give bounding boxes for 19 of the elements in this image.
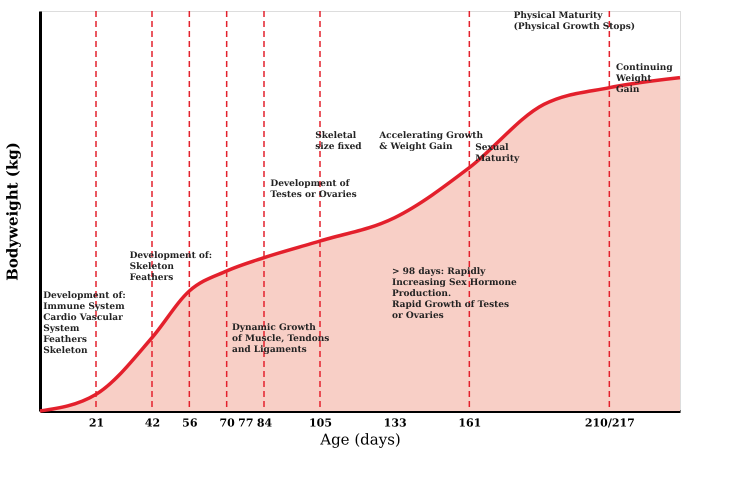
annotation: Continuing Weight Gain (615, 63, 674, 95)
annotation: Dynamic Growth of Muscle, Tendons and Ligaments (232, 323, 330, 355)
x-tick-label: 84 (256, 416, 272, 430)
x-tick-label: 105 (309, 416, 332, 430)
x-tick-label: 21 (88, 416, 104, 430)
x-tick-label: 210/217 (584, 416, 635, 430)
x-tick-label: 56 (182, 416, 198, 430)
x-tick-label: 42 (144, 416, 160, 430)
annotation: Skeletal size fixed (315, 131, 362, 152)
x-tick-label: 70 (220, 416, 236, 430)
text: Physical Maturity (Physical Growth Stops) (514, 11, 636, 32)
annotation: Development of: Immune System Cardio Vascular System Feathers Skeleton (43, 291, 126, 356)
x-tick-label: 133 (384, 416, 407, 430)
x-tick-label: 77 (238, 416, 254, 430)
annotation: > 98 days: Rapidly Increasing Sex Hormone Production. Rapid Growth of Testes or Ovaries (392, 267, 518, 321)
y-axis-title: Bodyweight (kg) (4, 142, 22, 281)
x-tick-label: 161 (458, 416, 482, 430)
annotation: Development of: Skeleton Feathers (130, 251, 212, 283)
x-axis-title: Age (days) (319, 430, 401, 448)
